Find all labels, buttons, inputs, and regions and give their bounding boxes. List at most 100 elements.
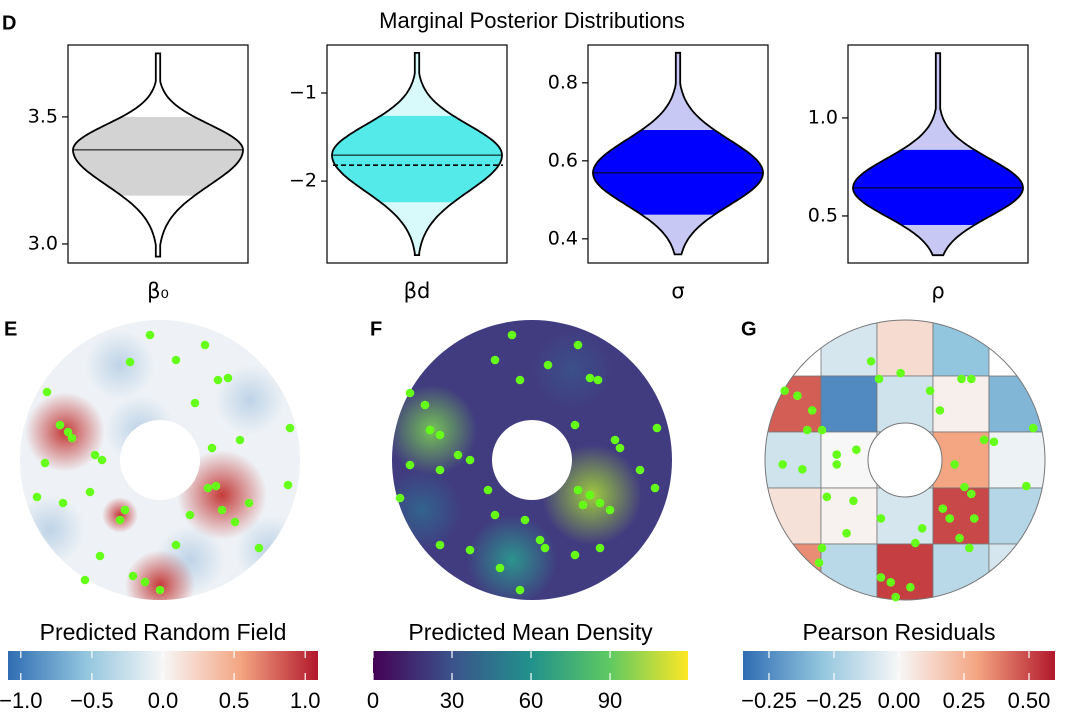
observation-point xyxy=(573,340,583,350)
residual-cell xyxy=(988,543,1045,600)
observation-point xyxy=(832,450,842,459)
y-tick-label: 3.5 xyxy=(28,105,58,127)
panel-label: E xyxy=(4,318,17,340)
observation-point xyxy=(802,425,812,435)
observation-point xyxy=(453,450,463,460)
observation-point xyxy=(200,340,210,350)
field-blob xyxy=(105,395,175,465)
observation-point xyxy=(967,489,976,499)
observation-point xyxy=(652,423,662,433)
observation-point xyxy=(891,592,900,602)
observation-point xyxy=(573,485,583,495)
residual-cell xyxy=(765,431,822,489)
colorbar-tick-label: 30 xyxy=(440,688,464,713)
observation-point xyxy=(190,398,200,408)
residual-cell xyxy=(876,543,934,600)
observation-point xyxy=(925,386,935,396)
observation-point xyxy=(917,523,927,533)
colorbar-title: Predicted Mean Density xyxy=(408,619,653,645)
observation-point xyxy=(145,330,155,340)
colorbar-tick-label: 90 xyxy=(598,688,622,713)
colorbar-tick-label: 0.25 xyxy=(943,688,986,713)
observation-point xyxy=(507,330,517,340)
residual-cell xyxy=(765,375,822,433)
field-blob xyxy=(392,470,462,550)
residual-cell xyxy=(932,320,990,377)
observation-point xyxy=(140,577,150,587)
observation-point xyxy=(535,535,545,545)
observation-point xyxy=(230,517,240,527)
residual-cell xyxy=(820,320,878,377)
observation-point xyxy=(490,510,500,520)
observation-point xyxy=(171,355,181,365)
observation-point xyxy=(244,498,254,508)
observation-point xyxy=(85,487,95,497)
residual-cell xyxy=(932,543,990,600)
field-blob xyxy=(85,330,155,400)
panel-label: D xyxy=(2,12,16,34)
colorbar-tick-label: 0.50 xyxy=(1008,688,1051,713)
residual-cell xyxy=(876,320,934,377)
observation-point xyxy=(58,498,68,508)
observation-point xyxy=(814,558,824,567)
observation-point xyxy=(465,455,475,465)
axes-frame xyxy=(847,44,1029,264)
colorbar-tick-label: −0.25 xyxy=(741,688,797,713)
observation-point xyxy=(798,465,807,474)
observation-point xyxy=(585,373,595,383)
map-field xyxy=(392,320,672,600)
observation-point xyxy=(42,387,52,397)
field-blob xyxy=(19,495,85,565)
observation-point xyxy=(957,374,966,384)
colorbar-tick-label: 60 xyxy=(519,688,543,713)
observation-point xyxy=(578,500,588,510)
observation-point xyxy=(585,490,595,500)
observation-point xyxy=(55,420,65,430)
observation-point xyxy=(97,455,107,465)
colorbar-tick-label: 0.5 xyxy=(219,688,250,713)
observation-point xyxy=(435,465,445,475)
observation-point xyxy=(490,355,500,365)
residual-cell xyxy=(820,375,878,433)
observation-point xyxy=(171,540,181,550)
colorbar-tick-label: −1.0 xyxy=(0,688,43,713)
observation-point xyxy=(896,368,905,378)
observation-point xyxy=(610,435,620,445)
observation-point xyxy=(595,498,605,508)
observation-point xyxy=(40,458,50,468)
map-field xyxy=(19,320,300,601)
observation-point xyxy=(635,465,645,475)
axes-frame xyxy=(587,44,769,264)
observation-point xyxy=(540,543,550,553)
observation-point xyxy=(570,550,580,560)
residual-cell xyxy=(988,375,1045,433)
observation-point xyxy=(945,514,955,523)
residual-cell xyxy=(988,431,1045,489)
observation-point xyxy=(1028,423,1038,433)
panel-label: F xyxy=(370,318,382,340)
field-blob xyxy=(177,450,267,540)
colorbar-tick-label: −0.25 xyxy=(806,688,862,713)
axes-frame xyxy=(67,44,249,264)
observation-point xyxy=(780,386,789,396)
field-blob xyxy=(215,365,285,435)
observation-point xyxy=(955,533,964,543)
observation-point xyxy=(520,515,530,525)
residual-cell xyxy=(988,487,1045,545)
observation-point xyxy=(213,375,223,385)
observation-point xyxy=(420,400,430,410)
y-tick-label: 1.0 xyxy=(808,106,838,128)
observation-point xyxy=(849,496,858,506)
violin-interval xyxy=(593,130,763,215)
y-tick-label: 0.5 xyxy=(808,204,838,226)
violin-interval xyxy=(332,115,502,203)
violin-outline xyxy=(852,52,1024,257)
colorbar-tick-label: −0.5 xyxy=(70,688,113,713)
observation-point xyxy=(95,551,105,561)
observation-point xyxy=(960,482,969,492)
colorbar-tick-label: 0.00 xyxy=(878,688,921,713)
observation-point xyxy=(435,540,445,550)
observation-point xyxy=(203,483,213,493)
observation-point xyxy=(793,391,802,400)
